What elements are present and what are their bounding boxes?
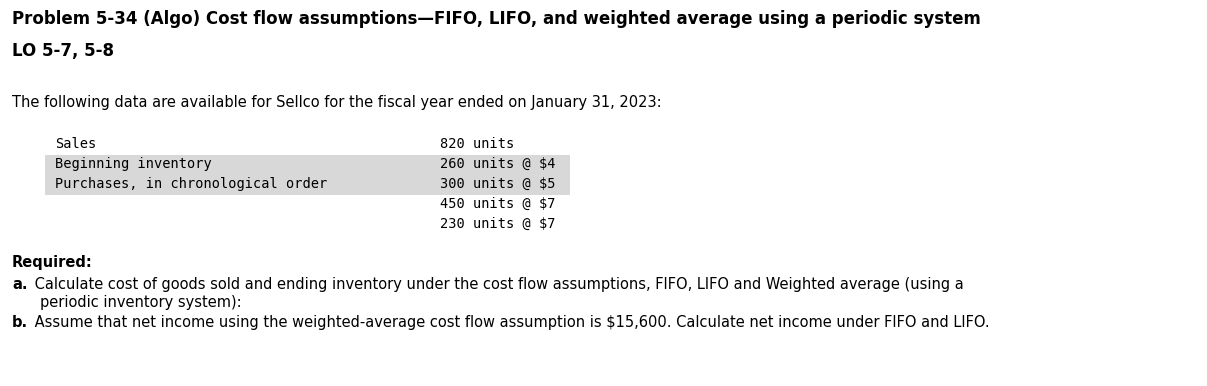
Text: 260 units @ $4: 260 units @ $4 <box>441 157 555 171</box>
Text: Beginning inventory: Beginning inventory <box>56 157 211 171</box>
Text: 230 units @ $7: 230 units @ $7 <box>441 217 555 231</box>
Text: 820 units: 820 units <box>441 137 514 151</box>
Text: 300 units @ $5: 300 units @ $5 <box>441 177 555 191</box>
Text: LO 5-7, 5-8: LO 5-7, 5-8 <box>12 42 113 60</box>
Text: Purchases, in chronological order: Purchases, in chronological order <box>56 177 327 191</box>
Text: a.: a. <box>12 277 28 292</box>
Text: Sales: Sales <box>56 137 97 151</box>
Text: Required:: Required: <box>12 255 93 270</box>
Bar <box>45 175 570 195</box>
Text: 450 units @ $7: 450 units @ $7 <box>441 197 555 211</box>
Bar <box>45 155 570 175</box>
Text: periodic inventory system):: periodic inventory system): <box>40 295 241 310</box>
Text: The following data are available for Sellco for the fiscal year ended on January: The following data are available for Sel… <box>12 95 661 110</box>
Text: Problem 5-34 (Algo) Cost flow assumptions—FIFO, LIFO, and weighted average using: Problem 5-34 (Algo) Cost flow assumption… <box>12 10 981 28</box>
Text: b.: b. <box>12 315 28 330</box>
Text: Calculate cost of goods sold and ending inventory under the cost flow assumption: Calculate cost of goods sold and ending … <box>30 277 963 292</box>
Text: Assume that net income using the weighted-average cost flow assumption is $15,60: Assume that net income using the weighte… <box>30 315 990 330</box>
